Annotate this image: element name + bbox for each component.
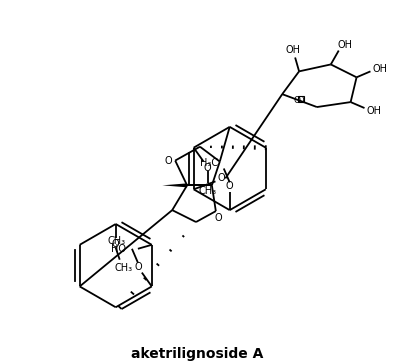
Text: O: O: [112, 239, 119, 249]
Text: O: O: [204, 162, 211, 173]
Text: OH: OH: [286, 44, 301, 55]
Text: CH₃: CH₃: [108, 236, 126, 246]
Bar: [298, 96, 304, 102]
Text: O: O: [164, 155, 172, 166]
Text: O: O: [134, 262, 142, 272]
Text: O: O: [226, 181, 234, 191]
Text: H₃C: H₃C: [200, 158, 218, 167]
Polygon shape: [162, 183, 187, 187]
Text: O: O: [214, 213, 222, 223]
Text: OH: OH: [367, 106, 382, 116]
Text: aketrilignoside A: aketrilignoside A: [131, 347, 263, 361]
Text: O: O: [298, 96, 305, 104]
Text: HO: HO: [111, 244, 126, 254]
Text: O: O: [217, 173, 225, 183]
Text: CH₃: CH₃: [199, 186, 217, 196]
Text: OH: OH: [337, 40, 352, 50]
Text: O: O: [294, 96, 301, 104]
Text: CH₃: CH₃: [115, 262, 133, 273]
Text: OH: OH: [373, 64, 388, 74]
